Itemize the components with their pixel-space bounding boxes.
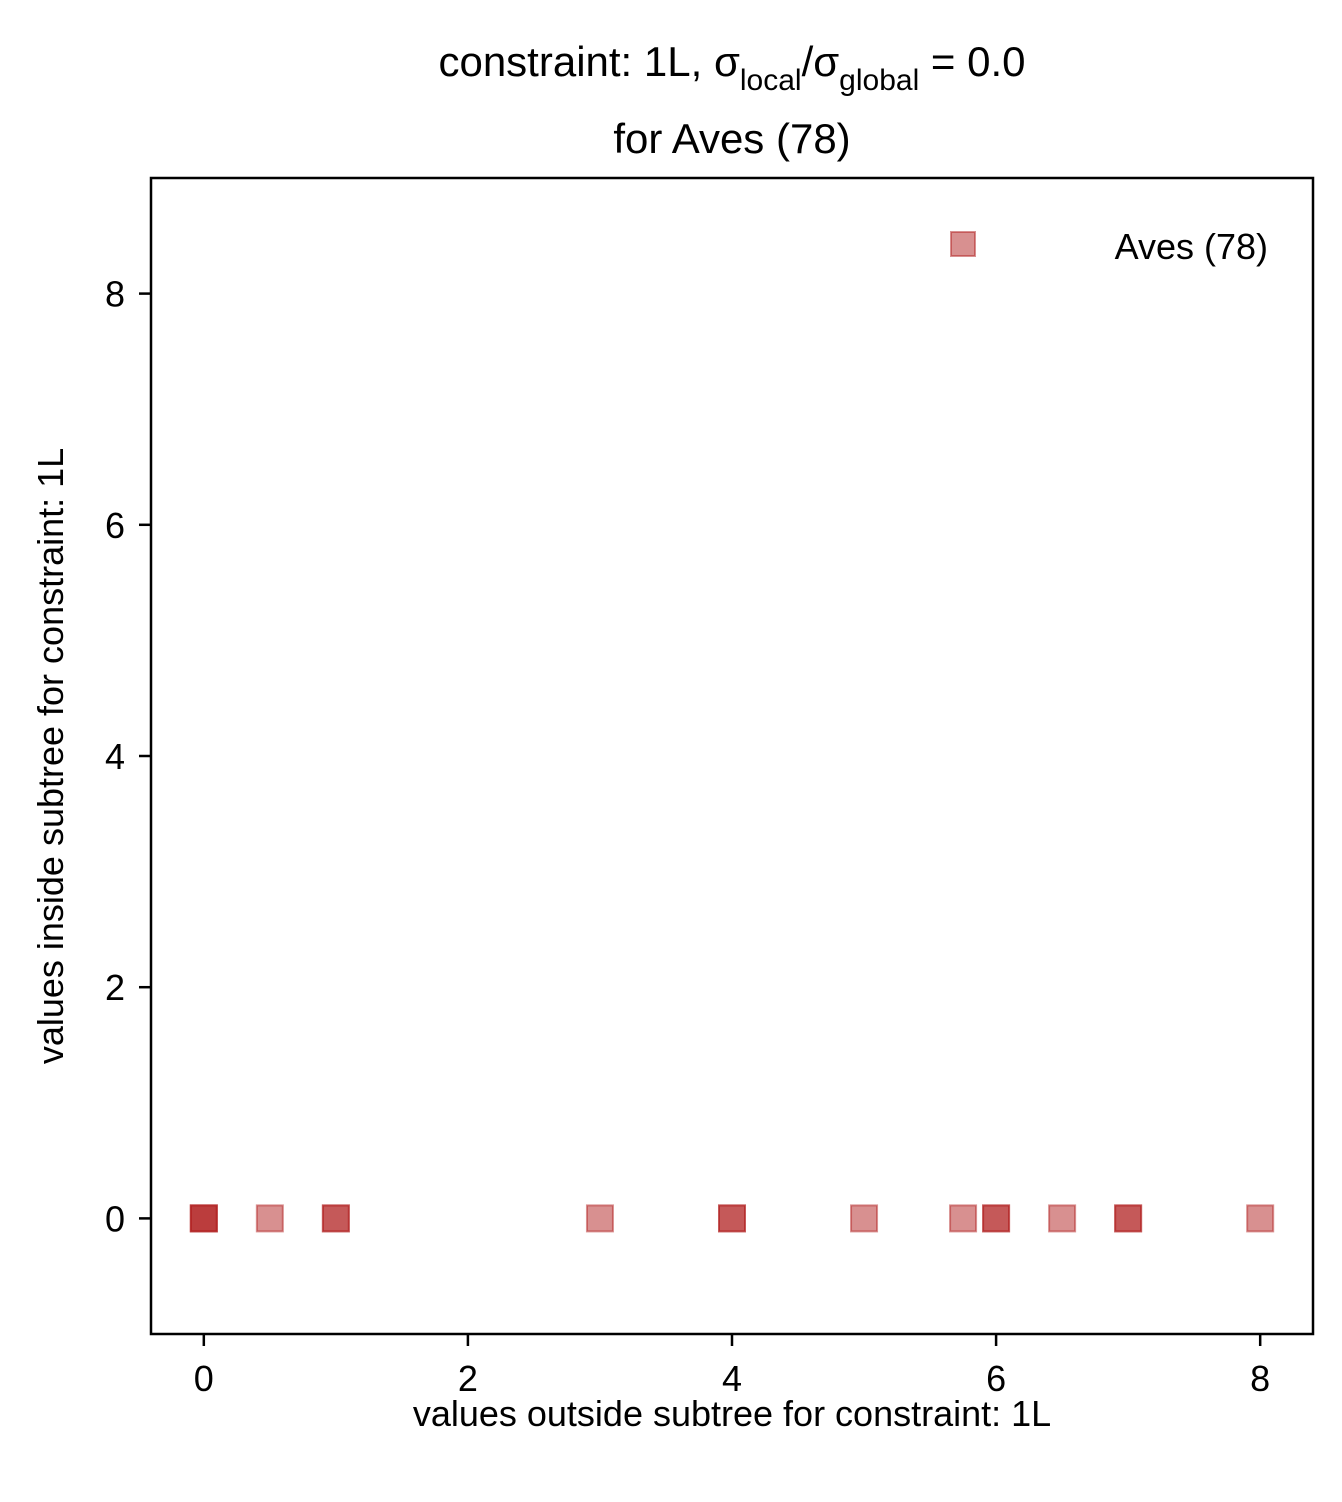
x-axis: 0 2 4 6 8 — [194, 1334, 1270, 1399]
x-tick-label: 0 — [194, 1358, 214, 1399]
data-point — [850, 1204, 879, 1233]
data-point — [321, 1204, 350, 1233]
data-point — [718, 1204, 746, 1233]
data-point — [1246, 1204, 1275, 1233]
x-axis-label: values outside subtree for constraint: 1… — [413, 1393, 1051, 1434]
plot-frame — [149, 176, 1315, 1336]
legend-marker — [950, 231, 976, 257]
data-point — [982, 1204, 1011, 1233]
data-point — [1114, 1204, 1143, 1233]
y-tick-label: 2 — [105, 967, 125, 1008]
x-tick-label: 6 — [986, 1358, 1006, 1399]
chart-title-line1: constraint: 1L, σlocal/σglobal = 0.0 — [438, 38, 1025, 97]
y-axis: 0 2 4 6 8 — [105, 274, 151, 1239]
y-axis-label: values inside subtree for constraint: 1L — [30, 448, 71, 1064]
data-point — [189, 1204, 218, 1233]
y-tick-label: 6 — [105, 505, 125, 546]
data-point — [585, 1204, 614, 1233]
plot-area — [189, 1204, 1275, 1233]
x-tick-label: 4 — [722, 1358, 742, 1399]
y-tick-label: 8 — [105, 274, 125, 315]
legend: Aves (78) — [950, 226, 1268, 267]
data-point — [255, 1204, 284, 1233]
x-tick-label: 8 — [1250, 1358, 1270, 1399]
data-point — [949, 1204, 978, 1233]
chart-title-line2: for Aves (78) — [613, 115, 850, 162]
y-tick-label: 4 — [105, 736, 125, 777]
x-tick-label: 2 — [458, 1358, 478, 1399]
legend-label: Aves (78) — [1115, 226, 1268, 267]
y-tick-label: 0 — [105, 1198, 125, 1239]
data-point — [1048, 1204, 1077, 1233]
